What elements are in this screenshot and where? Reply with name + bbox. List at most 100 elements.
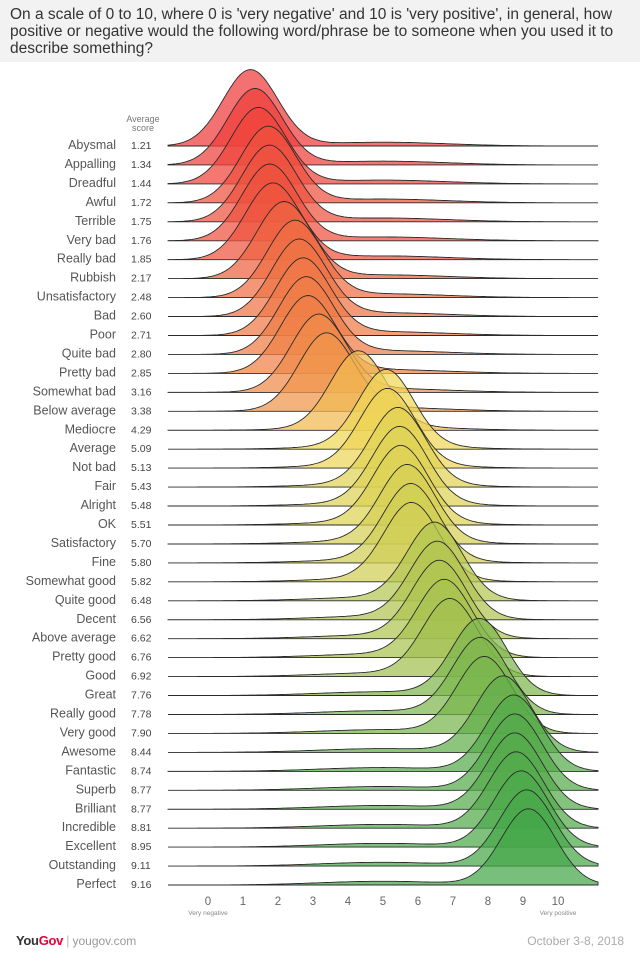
row-label: Dreadful xyxy=(69,176,116,190)
x-tick-label: 0 xyxy=(205,896,211,908)
row-label: Very good xyxy=(60,725,116,739)
average-score: 5.70 xyxy=(131,538,152,550)
row-label: Fair xyxy=(94,479,116,493)
average-score: 6.56 xyxy=(131,614,152,626)
average-score: 6.92 xyxy=(131,671,152,683)
survey-date: October 3-8, 2018 xyxy=(527,934,624,948)
question-header: On a scale of 0 to 10, where 0 is 'very … xyxy=(0,0,640,62)
row-label: Not bad xyxy=(72,460,116,474)
ridge-fine xyxy=(168,483,598,564)
ridge-pretty-good xyxy=(168,578,598,659)
row-label: Quite bad xyxy=(62,346,116,360)
average-score: 8.95 xyxy=(131,841,152,853)
average-score: 7.76 xyxy=(131,690,152,702)
ridge-excellent xyxy=(168,770,599,848)
average-score: 2.85 xyxy=(131,367,152,379)
row-label: Brilliant xyxy=(75,801,117,815)
chart-title: On a scale of 0 to 10, where 0 is 'very … xyxy=(10,6,614,57)
average-score: 2.17 xyxy=(131,273,152,285)
row-label: Abysmal xyxy=(68,138,116,152)
row-label: Poor xyxy=(90,328,116,342)
average-score: 9.11 xyxy=(131,860,151,872)
average-score: 8.77 xyxy=(131,784,152,796)
average-score: 1.85 xyxy=(131,254,152,266)
average-score: 5.43 xyxy=(131,481,152,493)
footer-separator: | xyxy=(66,933,70,948)
row-label: Incredible xyxy=(62,820,116,834)
ridge-somewhat-good xyxy=(168,501,598,583)
average-score: 3.16 xyxy=(131,386,152,398)
row-label: Really good xyxy=(50,707,116,721)
average-score: 8.74 xyxy=(131,765,152,777)
x-tick-label: 2 xyxy=(275,896,281,908)
average-score: 8.44 xyxy=(131,746,152,758)
row-label: Rubbish xyxy=(70,271,116,285)
average-score: 5.48 xyxy=(131,500,152,512)
row-label: Appalling xyxy=(65,157,116,171)
average-score: 7.78 xyxy=(131,709,152,721)
average-score: 4.29 xyxy=(131,424,152,436)
row-label: Decent xyxy=(76,612,116,626)
average-score: 1.44 xyxy=(131,178,152,190)
ridge-satisfactory xyxy=(167,464,599,545)
x-tick-label: 3 xyxy=(310,896,316,908)
average-score: 1.72 xyxy=(131,197,152,209)
row-label: Below average xyxy=(33,403,116,417)
yougov-logo: YouGov xyxy=(16,933,64,948)
row-label: OK xyxy=(98,517,117,531)
average-score: 5.13 xyxy=(131,462,152,474)
row-label: Above average xyxy=(32,631,116,645)
row-label: Pretty good xyxy=(52,650,116,664)
row-label: Alright xyxy=(81,498,117,512)
row-label: Awesome xyxy=(61,744,116,758)
ridges-layer xyxy=(167,69,599,886)
average-score: 1.75 xyxy=(131,216,152,228)
average-score: 8.81 xyxy=(131,822,152,834)
footer-url[interactable]: yougov.com xyxy=(72,934,137,948)
average-score: 9.16 xyxy=(131,879,152,891)
x-tick-label: 1 xyxy=(240,896,246,908)
average-score-header: Average xyxy=(126,114,159,124)
row-label: Satisfactory xyxy=(51,536,117,550)
row-label: Very bad xyxy=(67,233,116,247)
ridge-pretty-bad xyxy=(168,295,598,374)
row-label: Outstanding xyxy=(49,858,116,872)
row-label: Quite good xyxy=(55,593,116,607)
x-tick-label: 8 xyxy=(485,896,491,908)
row-label: Excellent xyxy=(65,839,116,853)
row-label: Fantastic xyxy=(65,763,116,777)
row-label: Really bad xyxy=(57,252,116,266)
average-score: 1.76 xyxy=(131,235,152,247)
x-tick-label: 5 xyxy=(380,896,386,908)
row-label: Terrible xyxy=(75,214,116,228)
average-score: 7.90 xyxy=(131,727,152,739)
average-score: 6.48 xyxy=(131,595,152,607)
row-label: Fine xyxy=(92,555,116,569)
x-tick-label: 10 xyxy=(552,896,565,908)
row-label: Somewhat bad xyxy=(33,384,116,398)
x-axis: 0 1 2 3 4 5 6 7 8 9 10 Very negative Very positive xyxy=(188,896,577,917)
average-score: 6.62 xyxy=(131,633,152,645)
row-label: Unsatisfactory xyxy=(37,290,117,304)
average-score: 2.60 xyxy=(131,311,152,323)
average-score: 8.77 xyxy=(131,803,152,815)
row-label: Good xyxy=(85,669,116,683)
average-score-header: score xyxy=(132,123,154,133)
ridge-perfect xyxy=(168,808,599,886)
x-tick-label: 7 xyxy=(450,896,456,908)
footer-brand: YouGov | yougov.com xyxy=(16,933,136,948)
average-score: 5.51 xyxy=(131,519,152,531)
average-score: 5.82 xyxy=(131,576,152,588)
average-score: 2.71 xyxy=(131,330,152,342)
average-score: 2.80 xyxy=(131,348,152,360)
row-label: Somewhat good xyxy=(26,574,116,588)
row-label: Perfect xyxy=(76,877,116,891)
average-score: 5.80 xyxy=(131,557,152,569)
x-tick-label: 9 xyxy=(520,896,526,908)
x-tick-label: 4 xyxy=(345,896,352,908)
average-score: 6.76 xyxy=(131,652,152,664)
ridge-outstanding xyxy=(168,789,599,867)
row-label: Average xyxy=(70,441,116,455)
row-label: Pretty bad xyxy=(59,365,116,379)
